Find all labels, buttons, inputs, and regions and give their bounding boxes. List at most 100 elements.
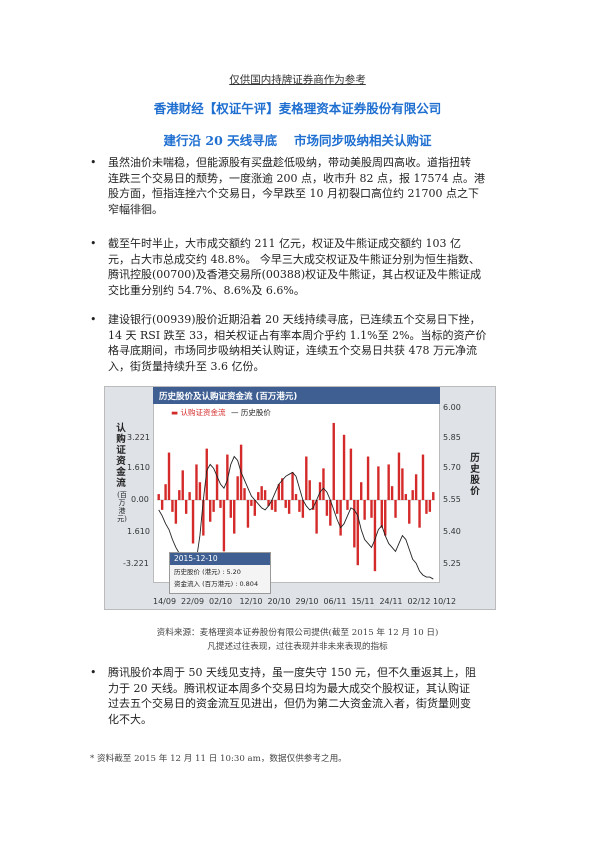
flow-bar [366,456,370,500]
x-tick: 12/10 [239,597,263,606]
flow-bar [418,500,421,528]
x-tick: 02/12 [407,597,431,606]
x-tick: 20/10 [267,597,291,606]
x-tick: 15/11 [351,597,375,606]
flow-bar [305,456,308,500]
report-title: 香港财经【权证午评】麦格理资本证券股份有限公司 [153,101,442,116]
legend-price: — 历史股价 [231,408,271,417]
flow-bar [308,480,311,500]
report-subtitle: 建行沿 20 天线寻底 市场同步吸纳相关认购证 [163,133,432,148]
tooltip-price: 历史股价 (港元) : 5.20 [174,568,241,576]
notice-header: 仅供国内持牌证券商作为参考 [229,74,366,86]
right-tick: 5.70 [443,463,461,472]
flow-bar [198,482,202,500]
x-tick: 22/09 [181,597,205,606]
flow-bar [250,500,253,506]
left-tick: 3.221 [127,433,150,442]
flow-bar [315,500,318,534]
flow-bar [325,500,329,516]
flow-bar [226,454,229,500]
flow-bar [274,500,277,512]
right-tick: 5.25 [443,559,461,568]
left-axis-title: 认购证资金流 [116,423,126,489]
flow-bar [167,452,171,500]
flow-bar [373,500,377,572]
flow-bar [322,468,325,500]
flow-bar [184,500,188,514]
flow-bar [191,500,195,544]
flow-price-chart: 历史股价及认购证资金流 (百万港元) ▬ 认购证资金流 — 历史股价 认购证资金… [104,386,496,610]
flow-bar [349,448,353,500]
chart-tooltip: 2015-12-10 历史股价 (港元) : 5.20 资金流入 (百万港元) … [169,552,271,594]
flow-bar [281,478,284,500]
flow-bar [236,476,239,500]
flow-bar [291,472,294,500]
flow-bar [421,454,425,500]
flow-bar [174,500,178,524]
flow-bar [233,500,236,534]
x-tick: 02/10 [209,597,233,606]
flow-bar [380,500,383,528]
flow-bar [215,464,219,500]
chart-svg [157,422,435,580]
left-axis-unit: (百万港元) [117,491,127,523]
flow-bar [260,486,263,500]
flow-bar [160,500,164,510]
flow-bar [394,500,397,518]
flow-bar [164,484,167,500]
bullet-3: • [90,313,97,326]
flow-bar [329,500,332,526]
tooltip-date: 2015-12-10 [170,553,270,565]
flow-bar [318,482,322,500]
flow-bar [428,500,432,512]
flow-bar [212,500,215,512]
flow-bar [277,484,281,500]
legend-flow: ▬ 认购证资金流 [171,408,226,417]
flow-bar [339,500,342,536]
x-tick: 29/10 [295,597,319,606]
flow-bar [257,492,260,500]
paragraph-3: 建设银行(00939)股价近期沿着 20 天线持续寻底，已连续五个交易日下挫， … [108,313,487,373]
flow-bar [311,500,315,510]
chart-title: 历史股价及认购证资金流 (百万港元) [159,392,298,402]
paragraph-4: 腾讯股价本周于 50 天线见支持，虽一度失守 150 元，但不久重返其上，阻 力… [108,666,476,726]
flow-bar [432,492,435,500]
x-tick: 06/11 [323,597,347,606]
flow-bar [360,482,363,500]
tooltip-flow: 资金流入 (百万港元) : 0.804 [174,580,259,588]
flow-bar [377,466,380,500]
flow-bar [253,500,257,516]
flow-bar [332,422,335,500]
flow-bar [209,500,212,522]
bullet-2: • [90,237,97,250]
flow-bar [387,464,390,500]
right-tick: 5.40 [443,527,461,536]
flow-bar [301,500,305,518]
flow-bar [425,500,428,514]
flow-bar [284,500,287,508]
left-tick: 1.610 [127,463,150,472]
flow-bar [342,434,346,500]
right-tick: 5.85 [443,433,461,442]
flow-bar [178,490,181,500]
price-line [158,455,434,580]
footnote: * 资料截至 2015 年 12 月 11 日 10:30 am，数据仅供参考之… [90,754,347,764]
right-tick: 5.55 [443,495,461,504]
flow-bar [404,494,408,500]
right-axis-title: 历史股价 [470,453,480,497]
chart-source-caption: 资料来源：麦格理资本证券股份有限公司提供(截至 2015 年 12 月 10 日… [156,628,439,638]
flow-bar [408,500,411,524]
flow-bar [384,500,387,536]
flow-bar [246,500,250,528]
flow-bar [181,470,184,500]
flow-bar [222,500,226,552]
flow-bar [157,494,160,500]
flow-bar [287,500,291,514]
flow-bar [219,500,222,508]
paragraph-1: 虽然油价未喘稳，但能源股有买盘趁低吸纳，带动美股周四高收。道指扭转 连跌三个交易… [108,156,485,216]
paragraph-2: 截至午时半止，大市成交额约 211 亿元，权证及牛熊证成交额约 103 亿 元，… [108,237,482,297]
flow-bar [243,488,246,500]
flow-bar [363,500,366,520]
left-tick: -3.221 [123,559,149,568]
left-tick: 1.610 [127,527,150,536]
